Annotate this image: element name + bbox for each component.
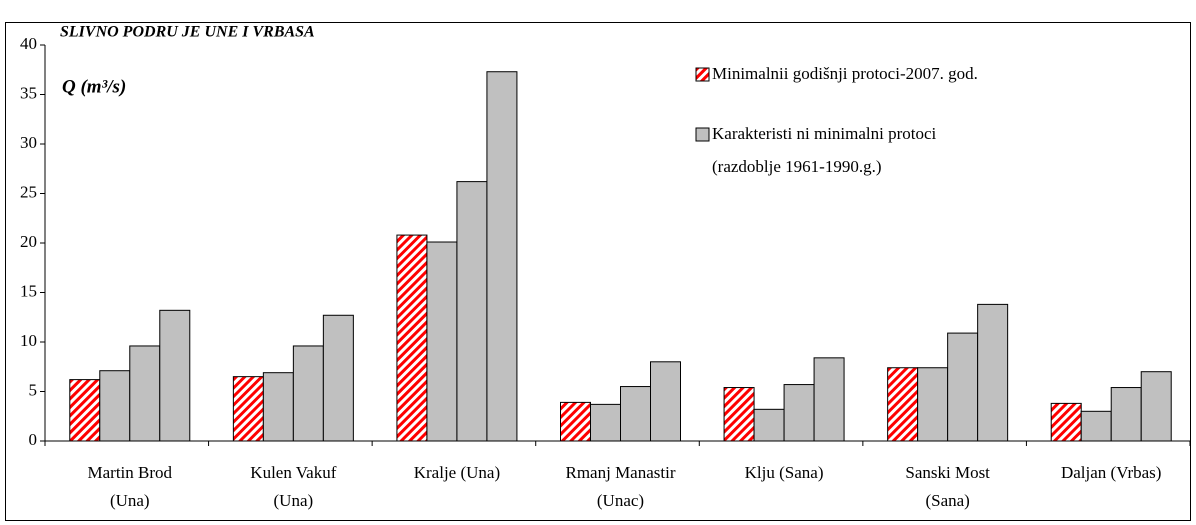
y-axis-label: Q (m³/s) — [62, 76, 126, 97]
x-tick-label: (Una) — [110, 491, 150, 510]
frame — [5, 22, 1191, 521]
x-tick-label: Rmanj Manastir — [565, 463, 675, 482]
y-tick-label: 5 — [29, 380, 38, 399]
x-tick-label: Kulen Vakuf — [250, 463, 336, 482]
bar — [426, 241, 458, 442]
bar — [813, 357, 845, 442]
bar — [1080, 410, 1112, 442]
x-tick-label: (Unac) — [597, 491, 644, 510]
bar — [723, 387, 755, 442]
bar — [396, 234, 428, 442]
bar — [159, 309, 191, 442]
bar — [917, 367, 949, 442]
x-tick-label: (Sana) — [925, 491, 969, 510]
legend-note: (razdoblje 1961-1990.g.) — [712, 157, 881, 176]
legend-label: Karakteristi ni minimalni protoci — [712, 124, 937, 143]
y-tick-label: 35 — [20, 83, 37, 102]
x-tick-label: (Una) — [274, 491, 314, 510]
bar — [486, 71, 518, 442]
y-tick-label: 30 — [20, 133, 37, 152]
y-tick-label: 40 — [20, 34, 37, 53]
legend-swatch — [695, 67, 710, 82]
bar — [977, 303, 1009, 442]
bar — [620, 386, 651, 442]
bar — [69, 379, 101, 442]
y-tick-label: 10 — [20, 331, 37, 350]
x-tick-label: Kralje (Una) — [414, 463, 500, 482]
legend-label: Minimalnii godišnji protoci-2007. god. — [712, 64, 978, 83]
bar — [1110, 387, 1142, 442]
bar — [99, 370, 131, 442]
legend-swatch — [695, 127, 710, 142]
bar — [322, 314, 354, 442]
bar — [1140, 371, 1172, 442]
bar — [560, 401, 591, 442]
bar — [590, 403, 621, 442]
x-tick-label: Daljan (Vrbas) — [1061, 463, 1161, 482]
bar — [753, 408, 785, 442]
bar — [887, 367, 919, 442]
bar — [292, 345, 324, 442]
bar — [947, 332, 979, 442]
chart-title: SLIVNO PODRU JE UNE I VRBASA — [60, 24, 315, 41]
y-tick-label: 15 — [20, 281, 37, 300]
bar — [1050, 402, 1082, 442]
x-tick-label: Sanski Most — [905, 463, 990, 482]
bar — [262, 372, 294, 442]
x-tick-label: Klju (Sana) — [745, 463, 824, 482]
bar — [456, 181, 488, 442]
bar — [783, 384, 815, 442]
y-tick-label: 0 — [29, 430, 38, 449]
bar — [232, 376, 264, 442]
x-tick-label: Martin Brod — [88, 463, 173, 482]
bar — [650, 361, 681, 442]
y-tick-label: 25 — [20, 182, 37, 201]
bar — [129, 345, 161, 442]
y-tick-label: 20 — [20, 232, 37, 251]
